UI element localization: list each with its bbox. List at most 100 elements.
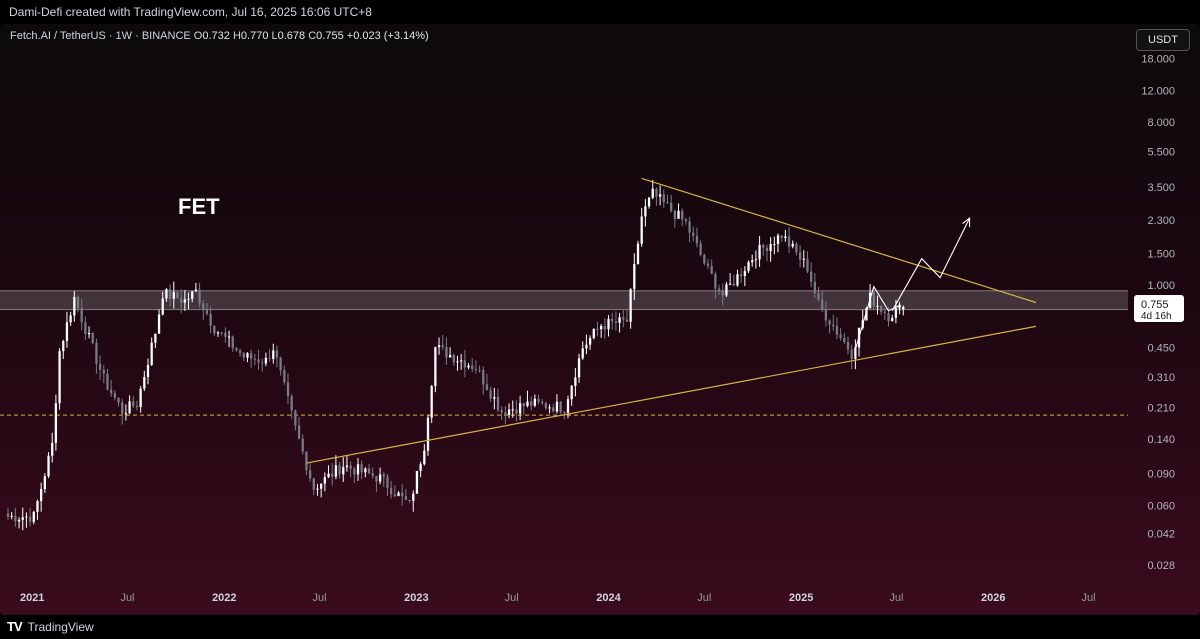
candle[interactable]	[474, 360, 478, 374]
candle[interactable]	[28, 507, 32, 527]
candle[interactable]	[530, 396, 533, 411]
candle[interactable]	[246, 352, 249, 363]
candle[interactable]	[629, 288, 632, 329]
candle[interactable]	[305, 451, 308, 476]
candle[interactable]	[216, 331, 220, 337]
candle[interactable]	[769, 237, 772, 262]
candle[interactable]	[677, 203, 680, 219]
price-chart[interactable]: FET 18.000 12.000 8.000 5.500 3.500 2.300 1.50…	[0, 24, 1200, 615]
candle[interactable]	[408, 499, 411, 503]
candle[interactable]	[688, 216, 691, 243]
candle[interactable]	[850, 344, 853, 370]
candle[interactable]	[238, 348, 242, 357]
candle[interactable]	[209, 306, 212, 334]
candle[interactable]	[463, 349, 466, 378]
tradingview-brand[interactable]: TV TradingView	[7, 615, 94, 639]
candle[interactable]	[349, 461, 352, 478]
candle[interactable]	[552, 403, 555, 413]
candle[interactable]	[699, 240, 702, 257]
candle[interactable]	[113, 390, 116, 401]
candle[interactable]	[393, 485, 396, 498]
candle[interactable]	[482, 366, 485, 395]
candle[interactable]	[813, 273, 816, 298]
candle[interactable]	[504, 406, 507, 424]
candle[interactable]	[640, 207, 643, 247]
candle[interactable]	[876, 295, 879, 315]
candle[interactable]	[257, 349, 260, 370]
candle[interactable]	[585, 334, 588, 355]
candle[interactable]	[43, 473, 46, 493]
candle[interactable]	[242, 351, 245, 362]
candle[interactable]	[205, 302, 209, 316]
candle[interactable]	[117, 397, 120, 407]
candle[interactable]	[445, 337, 448, 365]
candle[interactable]	[87, 326, 91, 339]
candle[interactable]	[625, 308, 629, 322]
candle[interactable]	[253, 353, 256, 366]
candle[interactable]	[703, 253, 706, 266]
candle[interactable]	[10, 512, 13, 520]
candle[interactable]	[611, 312, 614, 330]
candle[interactable]	[69, 311, 72, 326]
candle[interactable]	[364, 467, 367, 478]
candle[interactable]	[732, 274, 735, 287]
candle[interactable]	[522, 402, 525, 415]
candle[interactable]	[740, 267, 743, 284]
symbol-name[interactable]: Fetch.AI / TetherUS · 1W · BINANCE	[10, 30, 191, 42]
candle[interactable]	[58, 348, 61, 410]
candle[interactable]	[62, 339, 65, 359]
candle[interactable]	[154, 333, 157, 349]
candle[interactable]	[456, 355, 459, 371]
candle[interactable]	[880, 304, 883, 316]
candle[interactable]	[135, 400, 139, 411]
candle[interactable]	[36, 499, 39, 520]
candle[interactable]	[489, 386, 492, 403]
candle[interactable]	[423, 443, 426, 466]
candle[interactable]	[817, 286, 820, 302]
candle[interactable]	[401, 484, 404, 506]
candle[interactable]	[32, 510, 35, 525]
candle[interactable]	[670, 194, 673, 213]
candle[interactable]	[835, 317, 839, 340]
candle[interactable]	[283, 365, 286, 385]
candle[interactable]	[194, 282, 198, 293]
candle[interactable]	[316, 483, 319, 496]
lower-trendline[interactable]	[306, 325, 1037, 464]
candle[interactable]	[146, 358, 150, 385]
candle[interactable]	[168, 284, 172, 307]
candle[interactable]	[902, 305, 905, 316]
candle[interactable]	[666, 194, 669, 204]
candle[interactable]	[548, 404, 551, 414]
candle[interactable]	[165, 288, 168, 302]
candle[interactable]	[824, 301, 828, 327]
candle[interactable]	[371, 467, 374, 479]
candle[interactable]	[651, 179, 654, 200]
candle[interactable]	[224, 327, 227, 343]
candle[interactable]	[397, 491, 400, 497]
candle[interactable]	[264, 352, 268, 367]
candle[interactable]	[758, 236, 761, 267]
candle[interactable]	[526, 390, 529, 408]
candle[interactable]	[747, 260, 750, 273]
candle[interactable]	[725, 281, 728, 298]
candle[interactable]	[706, 259, 710, 269]
candle[interactable]	[754, 250, 758, 269]
candle[interactable]	[275, 345, 279, 368]
candle[interactable]	[437, 337, 441, 355]
candle[interactable]	[95, 338, 98, 374]
candle[interactable]	[636, 240, 640, 265]
candle[interactable]	[272, 343, 275, 364]
candle[interactable]	[872, 287, 875, 310]
candle[interactable]	[633, 253, 636, 300]
candle[interactable]	[180, 289, 183, 314]
candle[interactable]	[541, 399, 544, 405]
candle[interactable]	[430, 384, 433, 424]
candle[interactable]	[268, 349, 271, 362]
candle[interactable]	[854, 339, 857, 370]
candle[interactable]	[622, 309, 625, 328]
candle[interactable]	[478, 365, 481, 373]
candle[interactable]	[810, 262, 813, 288]
candle[interactable]	[231, 335, 234, 352]
candle[interactable]	[404, 488, 408, 501]
